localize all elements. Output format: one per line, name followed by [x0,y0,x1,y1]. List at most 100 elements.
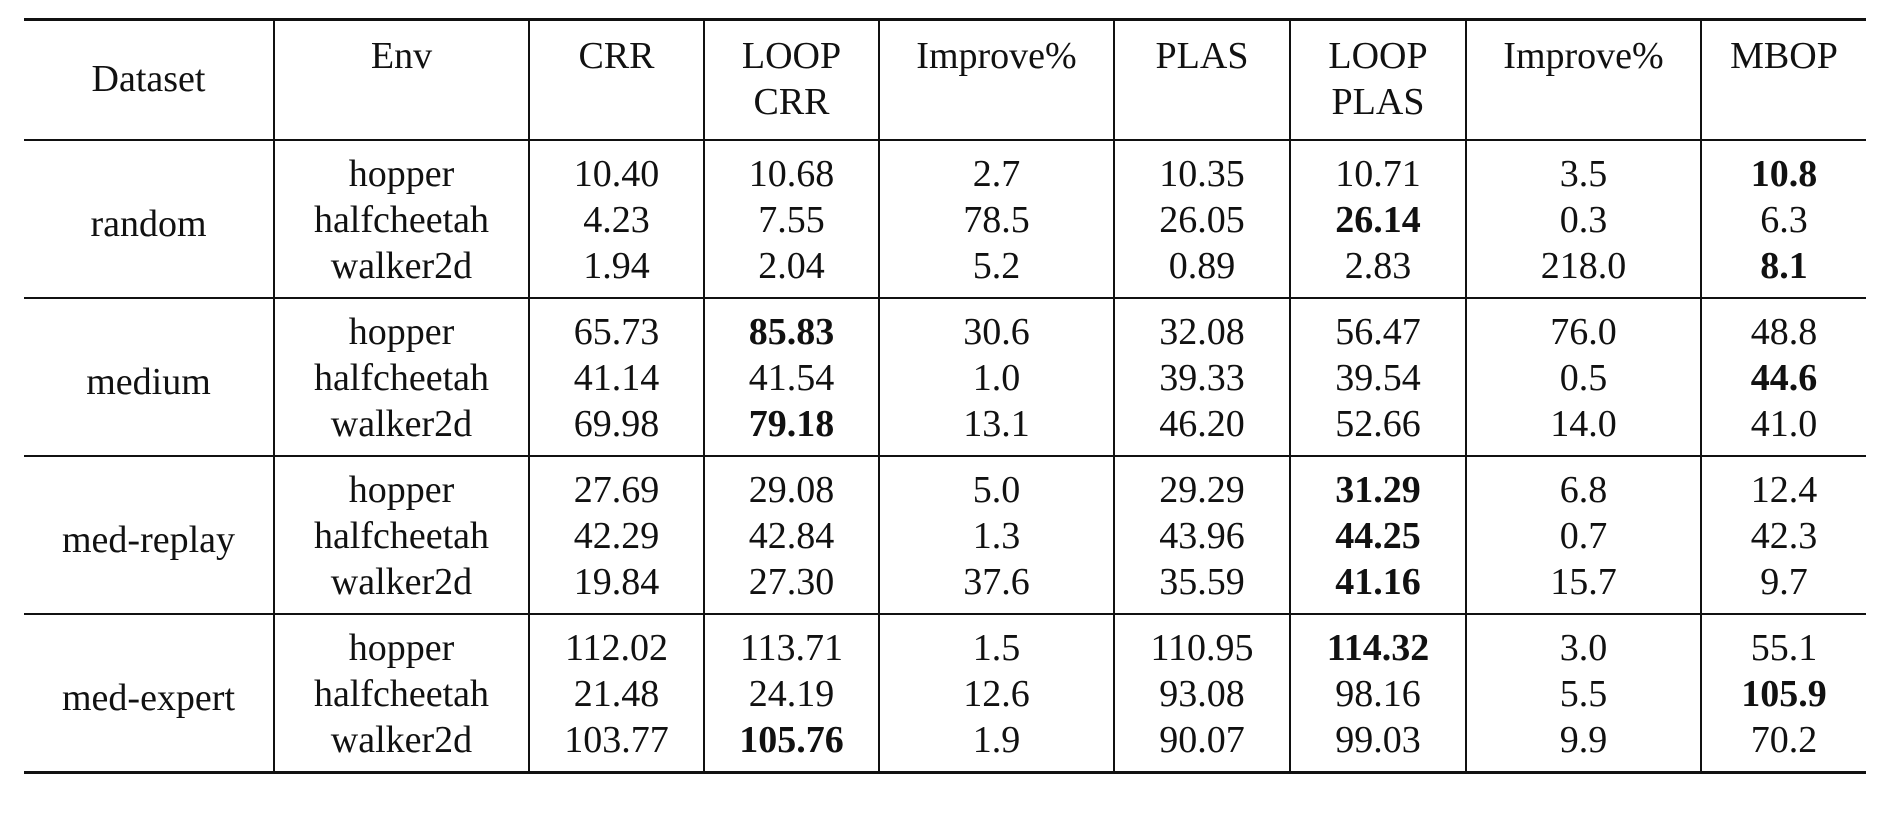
plas-cell: 110.95 [1113,614,1290,671]
mbop-cell: 70.2 [1700,717,1866,773]
loop-crr-cell: 29.08 [703,456,879,513]
crr-cell: 103.77 [528,717,704,773]
loop-plas-cell: 98.16 [1289,671,1466,717]
improve-crr-cell: 37.6 [878,559,1114,614]
header-loop-crr-line1: LOOP [741,35,842,77]
env-cell: hopper [273,614,529,671]
dataset-group-med-expert: med-expert hopper 112.02 113.71 1.5 110.… [24,614,1866,773]
improve-crr-cell: 2.7 [878,140,1114,197]
crr-cell: 42.29 [528,513,704,559]
crr-cell: 27.69 [528,456,704,513]
plas-cell: 26.05 [1113,197,1290,243]
mbop-cell: 48.8 [1700,298,1866,355]
improve-crr-cell: 1.3 [878,513,1114,559]
dataset-label: medium [86,361,211,403]
env-cell: halfcheetah [273,513,529,559]
improve-crr-cell: 30.6 [878,298,1114,355]
mbop-cell: 41.0 [1700,401,1866,456]
loop-crr-cell: 79.18 [703,401,879,456]
dataset-group-med-replay: med-replay hopper 27.69 29.08 5.0 29.29 … [24,456,1866,614]
env-cell: hopper [273,140,529,197]
header-improve-plas: Improve% [1465,19,1701,140]
table-row: walker2d 69.98 79.18 13.1 46.20 52.66 14… [24,401,1866,456]
mbop-cell: 6.3 [1700,197,1866,243]
improve-crr-cell: 1.5 [878,614,1114,671]
loop-plas-cell: 44.25 [1289,513,1466,559]
improve-crr-cell: 1.9 [878,717,1114,773]
header-row: Dataset Env CRR LOOP CRR Improve% PLAS L… [24,19,1866,140]
loop-plas-cell: 2.83 [1289,243,1466,298]
crr-cell: 4.23 [528,197,704,243]
plas-cell: 93.08 [1113,671,1290,717]
env-cell: walker2d [273,243,529,298]
improve-plas-cell: 0.3 [1465,197,1701,243]
dataset-group-medium: medium hopper 65.73 85.83 30.6 32.08 56.… [24,298,1866,456]
improve-plas-cell: 0.7 [1465,513,1701,559]
improve-crr-cell: 5.2 [878,243,1114,298]
table-row: halfcheetah 4.23 7.55 78.5 26.05 26.14 0… [24,197,1866,243]
loop-plas-cell: 56.47 [1289,298,1466,355]
table-row: halfcheetah 41.14 41.54 1.0 39.33 39.54 … [24,355,1866,401]
env-cell: walker2d [273,559,529,614]
loop-plas-cell: 10.71 [1289,140,1466,197]
header-loop-plas-line1: LOOP [1328,35,1428,77]
header-plas: PLAS [1113,19,1290,140]
crr-cell: 10.40 [528,140,704,197]
plas-cell: 43.96 [1113,513,1290,559]
table-row: halfcheetah 42.29 42.84 1.3 43.96 44.25 … [24,513,1866,559]
env-cell: halfcheetah [273,197,529,243]
dataset-label: random [90,203,207,245]
improve-crr-cell: 5.0 [878,456,1114,513]
improve-crr-cell: 13.1 [878,401,1114,456]
loop-crr-cell: 10.68 [703,140,879,197]
plas-cell: 90.07 [1113,717,1290,773]
mbop-cell: 8.1 [1700,243,1866,298]
mbop-cell: 9.7 [1700,559,1866,614]
dataset-group-random: random hopper 10.40 10.68 2.7 10.35 10.7… [24,140,1866,298]
improve-plas-cell: 76.0 [1465,298,1701,355]
mbop-cell: 10.8 [1700,140,1866,197]
header-dataset: Dataset [91,58,206,100]
loop-crr-cell: 41.54 [703,355,879,401]
loop-crr-cell: 2.04 [703,243,879,298]
mbop-cell: 12.4 [1700,456,1866,513]
plas-cell: 10.35 [1113,140,1290,197]
env-cell: halfcheetah [273,671,529,717]
loop-crr-cell: 85.83 [703,298,879,355]
mbop-cell: 55.1 [1700,614,1866,671]
improve-plas-cell: 6.8 [1465,456,1701,513]
loop-plas-cell: 39.54 [1289,355,1466,401]
crr-cell: 65.73 [528,298,704,355]
mbop-cell: 105.9 [1700,671,1866,717]
loop-plas-cell: 99.03 [1289,717,1466,773]
plas-cell: 35.59 [1113,559,1290,614]
env-cell: halfcheetah [273,355,529,401]
loop-plas-cell: 114.32 [1289,614,1466,671]
loop-plas-cell: 52.66 [1289,401,1466,456]
mbop-cell: 44.6 [1700,355,1866,401]
loop-crr-cell: 7.55 [703,197,879,243]
plas-cell: 0.89 [1113,243,1290,298]
env-cell: walker2d [273,401,529,456]
crr-cell: 69.98 [528,401,704,456]
results-table-container: Dataset Env CRR LOOP CRR Improve% PLAS L… [24,18,1866,774]
crr-cell: 19.84 [528,559,704,614]
loop-plas-cell: 31.29 [1289,456,1466,513]
header-env: Env [273,19,529,140]
crr-cell: 21.48 [528,671,704,717]
improve-plas-cell: 3.5 [1465,140,1701,197]
header-loop-crr: LOOP CRR [703,19,879,140]
loop-crr-cell: 113.71 [703,614,879,671]
table-row: halfcheetah 21.48 24.19 12.6 93.08 98.16… [24,671,1866,717]
plas-cell: 32.08 [1113,298,1290,355]
table-row: medium hopper 65.73 85.83 30.6 32.08 56.… [24,298,1866,403]
results-table: Dataset Env CRR LOOP CRR Improve% PLAS L… [24,18,1866,774]
improve-crr-cell: 78.5 [878,197,1114,243]
header-improve-crr: Improve% [878,19,1114,140]
crr-cell: 1.94 [528,243,704,298]
mbop-cell: 42.3 [1700,513,1866,559]
dataset-label: med-expert [61,677,236,719]
table-row: med-expert hopper 112.02 113.71 1.5 110.… [24,614,1866,719]
env-cell: walker2d [273,717,529,773]
table-row: walker2d 1.94 2.04 5.2 0.89 2.83 218.0 8… [24,243,1866,298]
